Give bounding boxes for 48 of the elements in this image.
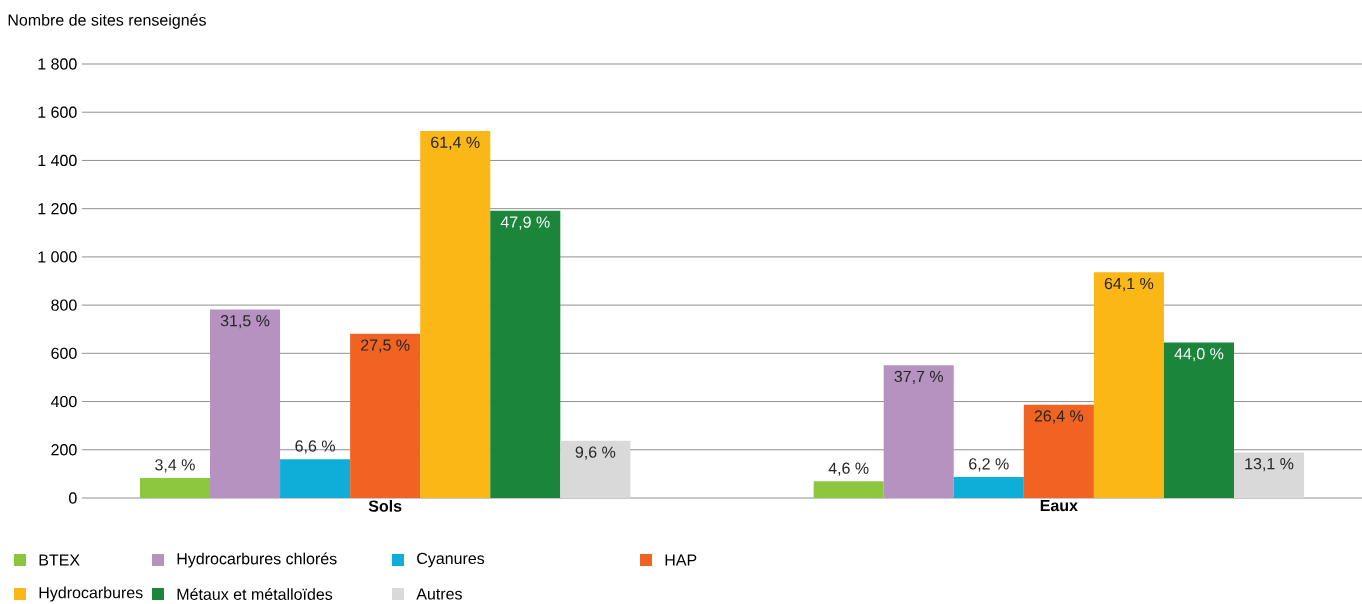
x-tick-label: Sols xyxy=(368,500,402,512)
y-tick-label: 600 xyxy=(51,347,77,359)
annotation: 31,5 % xyxy=(220,315,270,329)
bar xyxy=(139,477,211,498)
annotation: 44,0 % xyxy=(1174,348,1224,362)
annotation: 9,6 % xyxy=(575,446,616,460)
bar xyxy=(490,210,561,498)
legend-label: Hydrocarbures chlorés xyxy=(177,552,337,568)
bar xyxy=(350,333,421,498)
bar xyxy=(560,440,631,498)
bar xyxy=(1093,272,1164,498)
bar xyxy=(210,309,281,498)
annotation: 6,2 % xyxy=(969,458,1009,472)
bar xyxy=(883,365,954,498)
x-tick-label: Eaux xyxy=(1040,500,1078,512)
y-tick-label: 400 xyxy=(50,395,77,408)
bar xyxy=(1163,342,1235,498)
y-tick-label: 200 xyxy=(51,444,77,456)
bar xyxy=(813,481,884,498)
legend-label: Hydrocarbures xyxy=(39,586,143,602)
y-tick-label: 1 000 xyxy=(38,251,77,263)
annotation: 6,6 % xyxy=(295,440,335,454)
legend-label: Cyanures xyxy=(417,552,485,568)
annotation: 4,6 % xyxy=(828,462,869,476)
annotation: 37,7 % xyxy=(894,370,944,384)
legend-label: Métaux et métalloïdes xyxy=(177,588,333,600)
bar xyxy=(1023,404,1094,498)
y-tick-label: 0 xyxy=(69,492,77,504)
y-tick-label: 800 xyxy=(51,299,77,311)
legend-label: HAP xyxy=(665,554,697,566)
bar xyxy=(280,459,351,498)
y-tick-label: 1 600 xyxy=(38,106,77,118)
bar xyxy=(953,477,1024,498)
annotation: 61,4 % xyxy=(431,136,480,150)
annotation: 3,4 % xyxy=(155,459,195,473)
bar xyxy=(1234,452,1305,498)
annotation: 47,9 % xyxy=(500,216,550,230)
y-axis-title: Nombre de sites renseignés xyxy=(8,13,206,29)
y-tick-label: 1 400 xyxy=(38,154,77,167)
legend-label: BTEX xyxy=(39,554,80,566)
annotation: 27,5 % xyxy=(361,339,410,353)
y-tick-label: 1 200 xyxy=(38,203,77,215)
legend-label: Autres xyxy=(416,588,462,600)
bar xyxy=(420,131,491,498)
y-tick-label: 1 800 xyxy=(38,58,77,70)
annotation: 64,1 % xyxy=(1104,277,1154,292)
annotation: 13,1 % xyxy=(1245,458,1294,472)
annotation: 26,4 % xyxy=(1034,410,1084,424)
